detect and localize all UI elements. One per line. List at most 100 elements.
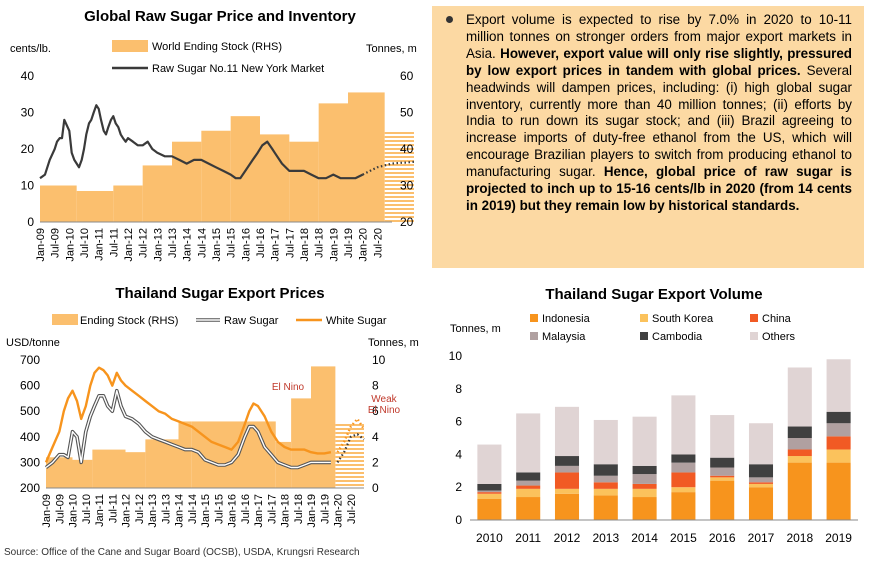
x-tick-label: Jan-17 — [253, 494, 265, 528]
y-right-tick-label: 2 — [372, 455, 379, 469]
legend-swatch-stock — [52, 314, 78, 325]
legend-label-raw: Raw Sugar No.11 New York Market — [152, 63, 324, 75]
stock-bar — [126, 452, 146, 488]
stock-bar — [77, 191, 114, 222]
bar-china — [477, 492, 501, 494]
bar-malaysia — [594, 476, 618, 483]
y-tick-label: 600 — [20, 379, 40, 393]
bar-indonesia — [749, 487, 773, 520]
stock-bar — [289, 142, 318, 222]
bar-others — [788, 367, 812, 426]
legend-label-white: White Sugar — [326, 315, 387, 327]
y-axis-title: Tonnes, m — [450, 323, 501, 335]
x-tick-label: 2018 — [786, 531, 813, 545]
y-right-tick-label: 60 — [400, 69, 414, 83]
x-tick-label: Jul-10 — [81, 494, 93, 524]
y-axis-title: cents/lb. — [10, 43, 51, 55]
bar-south-korea — [671, 487, 695, 492]
legend-swatch-malaysia — [530, 332, 538, 340]
legend-label-malaysia: Malaysia — [542, 331, 586, 343]
y-tick-label: 0 — [455, 513, 462, 527]
x-tick-label: Jul-18 — [293, 494, 305, 524]
x-tick-label: Jan-16 — [240, 228, 252, 262]
stock-bar — [260, 134, 289, 222]
x-tick-label: Jan-12 — [123, 228, 135, 262]
legend-swatch-china — [750, 314, 758, 322]
y-tick-label: 10 — [449, 349, 463, 363]
x-tick-label: Jan-20 — [358, 228, 370, 262]
x-tick-label: Jul-17 — [266, 494, 278, 524]
y-tick-label: 8 — [455, 382, 462, 396]
stock-bar — [201, 131, 230, 222]
y-right-tick-label: 10 — [372, 353, 386, 367]
bar-china — [827, 436, 851, 449]
x-tick-label: Jul-11 — [108, 228, 120, 257]
commentary-bold-1: However, export value will only rise sli… — [466, 46, 852, 78]
y-tick-label: 2 — [455, 480, 462, 494]
stock-bar — [192, 421, 276, 488]
bar-others — [516, 413, 540, 472]
source-note: Source: Office of the Cane and Sugar Boa… — [4, 547, 360, 558]
x-tick-label: Jan-13 — [147, 494, 159, 528]
bar-cambodia — [671, 454, 695, 462]
bar-others — [749, 423, 773, 464]
x-tick-label: Jul-13 — [167, 228, 179, 258]
y-tick-label: 40 — [21, 69, 35, 83]
bar-south-korea — [788, 456, 812, 463]
bar-south-korea — [749, 484, 773, 487]
x-tick-label: Jan-19 — [328, 228, 340, 262]
x-tick-label: Jan-09 — [41, 494, 53, 528]
y-axis-title: USD/tonne — [6, 337, 60, 349]
stock-bar — [113, 186, 142, 223]
legend-label-others: Others — [762, 331, 796, 343]
y-right-tick-label: 4 — [372, 430, 379, 444]
bar-malaysia — [827, 423, 851, 436]
x-tick-label: Jan-10 — [68, 494, 80, 528]
x-tick-label: 2019 — [825, 531, 852, 545]
x-tick-label: Jan-11 — [94, 228, 106, 261]
stock-forecast-bar — [335, 424, 364, 488]
bar-indonesia — [827, 463, 851, 520]
y-right-tick-label: 0 — [372, 481, 379, 495]
x-tick-label: Jul-14 — [187, 494, 199, 524]
bar-china — [555, 472, 579, 488]
stock-bar — [40, 186, 77, 223]
bar-cambodia — [788, 427, 812, 438]
bar-cambodia — [633, 466, 657, 474]
stock-bar — [179, 421, 192, 488]
legend-label-south-korea: South Korea — [652, 313, 714, 325]
stock-bar — [291, 398, 311, 488]
y-tick-label: 700 — [20, 353, 40, 367]
stock-bar — [311, 366, 335, 488]
bar-malaysia — [710, 468, 734, 476]
y-tick-label: 20 — [21, 142, 35, 156]
y-tick-label: 10 — [21, 179, 35, 193]
bar-malaysia — [671, 463, 695, 473]
x-tick-label: Jul-12 — [134, 494, 146, 524]
bullet-icon — [446, 16, 453, 23]
bar-indonesia — [594, 495, 618, 520]
y-right-tick-label: 50 — [400, 106, 414, 120]
y-tick-label: 0 — [27, 215, 34, 229]
commentary-text-2: Several headwinds will dampen prices, in… — [466, 63, 852, 179]
x-tick-label: Jul-16 — [255, 228, 267, 258]
bar-cambodia — [477, 484, 501, 491]
bar-cambodia — [710, 458, 734, 468]
x-tick-label: Jan-18 — [280, 494, 292, 528]
bar-south-korea — [594, 489, 618, 496]
bar-others — [671, 395, 695, 454]
y-tick-label: 4 — [455, 447, 462, 461]
x-tick-label: Jul-20 — [346, 494, 358, 524]
bar-malaysia — [633, 474, 657, 484]
bar-china — [516, 486, 540, 489]
y-right-tick-label: 30 — [400, 179, 414, 193]
x-tick-label: Jul-09 — [50, 228, 62, 258]
x-tick-label: Jan-09 — [35, 228, 47, 262]
bar-china — [749, 482, 773, 484]
bar-china — [710, 476, 734, 478]
stock-bar — [348, 92, 385, 222]
y-right-axis-title: Tonnes, m — [368, 337, 419, 349]
x-tick-label: Jul-15 — [226, 228, 238, 258]
legend-label-raw: Raw Sugar — [224, 315, 279, 327]
